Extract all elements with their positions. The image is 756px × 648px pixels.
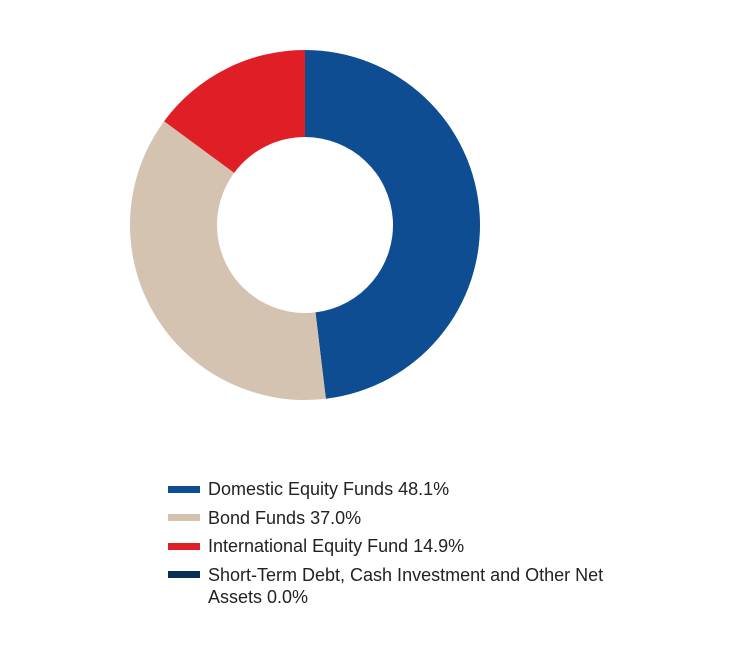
legend-label: International Equity Fund 14.9% xyxy=(208,535,464,558)
legend-item: International Equity Fund 14.9% xyxy=(168,535,728,558)
legend-item: Bond Funds 37.0% xyxy=(168,507,728,530)
legend-swatch xyxy=(168,486,200,493)
donut-chart xyxy=(0,0,756,460)
legend-label: Domestic Equity Funds 48.1% xyxy=(208,478,449,501)
legend-swatch xyxy=(168,543,200,550)
legend-swatch xyxy=(168,571,200,578)
legend-item: Domestic Equity Funds 48.1% xyxy=(168,478,728,501)
legend: Domestic Equity Funds 48.1% Bond Funds 3… xyxy=(168,478,728,615)
legend-swatch-wrap xyxy=(168,507,208,529)
donut-slice xyxy=(305,50,480,399)
legend-swatch-wrap xyxy=(168,564,208,586)
legend-swatch xyxy=(168,514,200,521)
legend-label: Short-Term Debt, Cash Investment and Oth… xyxy=(208,564,628,609)
legend-label: Bond Funds 37.0% xyxy=(208,507,361,530)
legend-swatch-wrap xyxy=(168,535,208,557)
legend-swatch-wrap xyxy=(168,478,208,500)
legend-item: Short-Term Debt, Cash Investment and Oth… xyxy=(168,564,728,609)
